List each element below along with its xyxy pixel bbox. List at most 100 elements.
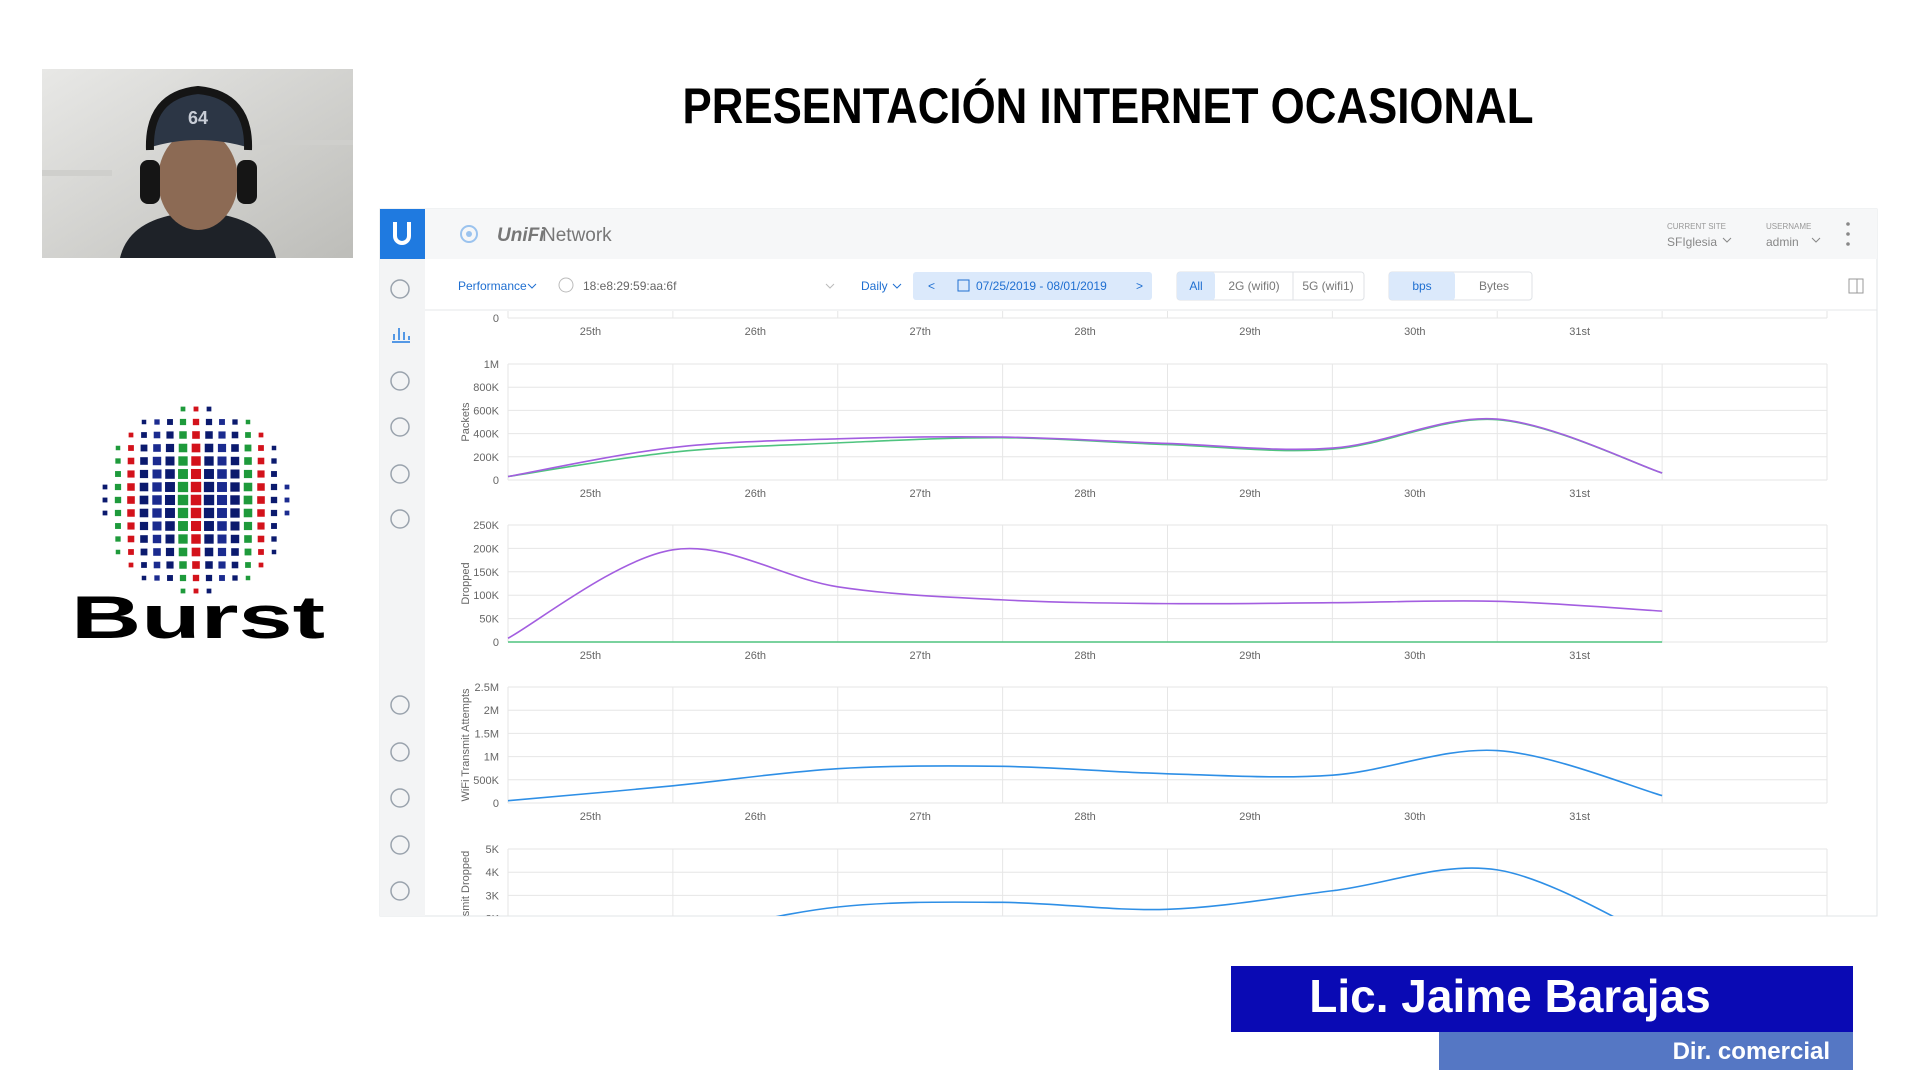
- band-option[interactable]: All: [1189, 279, 1202, 293]
- logo-tile: [206, 588, 212, 594]
- logo-tile: [232, 419, 238, 425]
- y-tick-label: 400K: [473, 429, 499, 441]
- logo-tile: [205, 574, 213, 582]
- view-select[interactable]: Performance: [458, 279, 527, 293]
- logo-tile: [245, 575, 251, 581]
- x-tick-label: 31st: [1569, 811, 1590, 823]
- logo-tile: [102, 484, 108, 490]
- nav-icon: [390, 509, 410, 529]
- unit-option[interactable]: bps: [1412, 279, 1431, 293]
- logo-tile: [204, 547, 214, 557]
- y-tick-label: 1M: [484, 359, 499, 371]
- logo-tile: [152, 469, 162, 479]
- logo-tile: [165, 508, 175, 518]
- logo-tile: [203, 507, 215, 519]
- logo-tile: [244, 457, 252, 465]
- y-tick-label: 250K: [473, 520, 499, 532]
- logo-tile: [154, 575, 160, 581]
- logo-tile: [102, 497, 108, 503]
- logo-tile: [205, 561, 213, 569]
- logo-tile: [231, 561, 239, 569]
- logo-tile: [165, 534, 175, 544]
- logo-tile: [177, 494, 189, 506]
- y-tick-label: 0: [493, 960, 499, 972]
- logo-tile: [232, 575, 238, 581]
- logo-tile: [257, 496, 265, 504]
- y-tick-label: 1.5M: [475, 728, 499, 740]
- user-name[interactable]: admin: [1766, 235, 1799, 249]
- logo-tile: [192, 561, 200, 569]
- logo-tile: [271, 445, 277, 451]
- logo-tile: [167, 575, 173, 581]
- band-option[interactable]: 2G (wifi0): [1228, 279, 1279, 293]
- date-prev[interactable]: <: [928, 279, 935, 293]
- unit-option[interactable]: Bytes: [1479, 279, 1509, 293]
- device-select[interactable]: 18:e8:29:59:aa:6f: [583, 279, 677, 293]
- logo-tile: [127, 509, 135, 517]
- logo-tile: [153, 431, 161, 439]
- logo-tile: [191, 456, 201, 466]
- nav-icon: [390, 835, 410, 855]
- logo-tile: [115, 471, 121, 477]
- logo-tile: [217, 482, 227, 492]
- logo-tile: [257, 470, 265, 478]
- logo-tile: [218, 561, 226, 569]
- x-tick-label: 31st: [1569, 650, 1590, 662]
- panel-toggle[interactable]: [1848, 278, 1864, 294]
- logo-tile: [205, 418, 213, 426]
- top-bar: [380, 209, 1877, 259]
- logo-tile: [178, 443, 188, 453]
- band-option[interactable]: 5G (wifi1): [1302, 279, 1353, 293]
- logo-tile: [128, 432, 134, 438]
- logo-tile: [190, 468, 202, 480]
- logo-tile: [191, 443, 201, 453]
- logo-tile: [153, 548, 161, 556]
- app-window: UniFi Network CURRENT SITE SFIglesia USE…: [379, 208, 1878, 972]
- logo-tile: [165, 456, 175, 466]
- date-picker[interactable]: [913, 272, 1152, 300]
- logo-tile: [165, 521, 175, 531]
- logo-tile: [177, 507, 189, 519]
- logo-tile: [193, 406, 199, 412]
- logo-tile: [179, 561, 187, 569]
- logo-tile: [190, 520, 202, 532]
- sidebar: [380, 209, 425, 916]
- logo-tile: [217, 534, 227, 544]
- logo-mark: [393, 222, 411, 245]
- logo-tile: [271, 471, 277, 477]
- logo-tile: [165, 469, 175, 479]
- y-tick-label: 600K: [473, 405, 499, 417]
- logo-tile: [284, 510, 290, 516]
- logo-tile: [217, 547, 227, 557]
- y-tick-label: 5K: [486, 844, 500, 856]
- logo-tile: [192, 431, 200, 439]
- date-range[interactable]: 07/25/2019 - 08/01/2019: [976, 279, 1107, 293]
- logo-tile: [140, 444, 148, 452]
- logo-tile: [167, 419, 173, 425]
- x-tick-label: 27th: [909, 811, 930, 823]
- x-tick-label: 25th: [580, 326, 601, 338]
- menu-dots[interactable]: [1846, 222, 1850, 246]
- nav-icon: [390, 881, 410, 901]
- logo-tile: [271, 523, 277, 529]
- logo-tile: [284, 497, 290, 503]
- site-name[interactable]: SFIglesia: [1667, 235, 1717, 249]
- logo-tile: [244, 444, 252, 452]
- y-tick-label: 200K: [473, 543, 499, 555]
- interval-select[interactable]: Daily: [861, 279, 888, 293]
- logo-tile: [245, 419, 251, 425]
- date-next[interactable]: >: [1136, 279, 1143, 293]
- logo-tile: [204, 521, 214, 531]
- nav-icon: [390, 788, 410, 808]
- x-tick-label: 27th: [909, 488, 930, 500]
- brand-name: Network: [542, 225, 612, 246]
- logo-tile: [192, 574, 200, 582]
- y-tick-label: 2.5M: [475, 682, 499, 694]
- y-tick-label: 0: [493, 475, 499, 487]
- y-tick-label: 50K: [479, 614, 499, 626]
- app-logo[interactable]: [380, 209, 425, 259]
- logo-tile: [204, 443, 214, 453]
- logo-tile: [258, 549, 264, 555]
- logo-tile: [178, 469, 188, 479]
- logo-tile: [191, 534, 201, 544]
